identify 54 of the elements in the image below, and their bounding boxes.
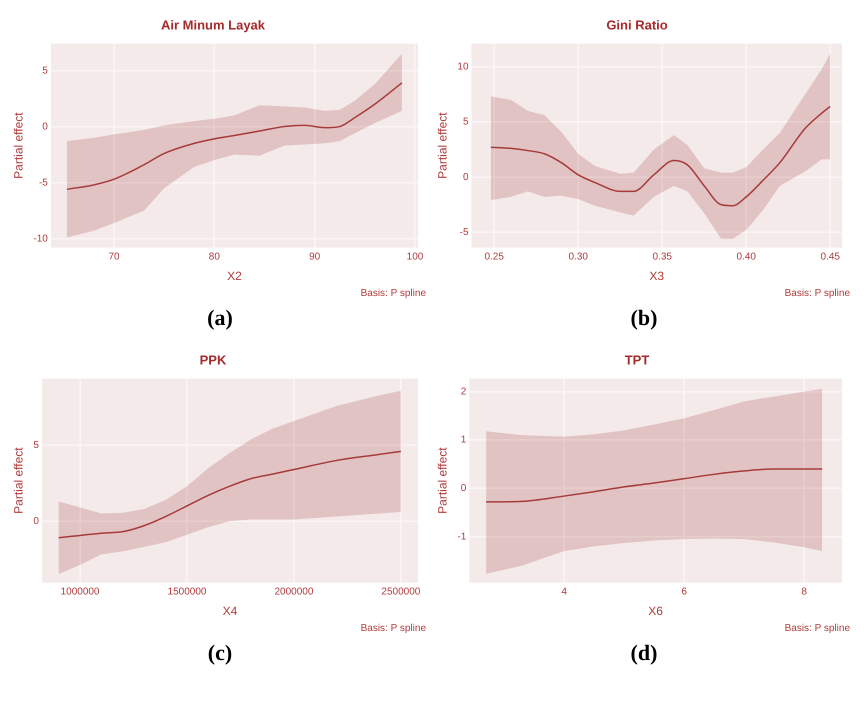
line-series — [66, 82, 403, 190]
line-series — [58, 450, 402, 538]
y-tick-label: 10 — [457, 62, 469, 73]
x-tick-label: 80 — [208, 251, 220, 262]
y-tick-label: 0 — [33, 516, 40, 527]
x-axis-title: X3 — [649, 269, 664, 284]
x-tick-label: 1500000 — [168, 586, 207, 598]
x-tick-label: 0.45 — [820, 251, 840, 262]
y-tick-label: -5 — [460, 226, 469, 238]
y-tick-label: 0 — [462, 172, 469, 183]
x-tick-label: 70 — [108, 251, 120, 262]
x-tick-label: 2000000 — [274, 586, 314, 598]
y-tick-label: 1 — [460, 434, 467, 446]
y-axis-title: Partial effect — [436, 446, 450, 514]
y-tick-label: 5 — [462, 116, 469, 128]
y-tick-label: -5 — [38, 177, 48, 188]
text: (a) — [206, 305, 234, 331]
x-tick-label: 6 — [681, 586, 688, 598]
y-tick-label: -10 — [33, 233, 48, 244]
x-tick-label: 1000000 — [60, 586, 100, 598]
x-tick-label: 0.35 — [652, 251, 672, 262]
y-tick-label: 2 — [460, 386, 467, 398]
text: Basis: P spline — [360, 623, 427, 634]
x-tick-label: 100 — [406, 251, 424, 262]
text: (c) — [206, 640, 234, 666]
text: Basis: P spline — [784, 288, 851, 299]
chart-title: Air Minum Layak — [160, 17, 266, 32]
x-axis-title: X6 — [648, 604, 664, 618]
y-axis-title: Partial effect — [12, 112, 26, 179]
y-tick-label: 5 — [33, 440, 40, 452]
x-tick-label: 0.40 — [736, 251, 756, 262]
x-tick-label: 90 — [309, 251, 321, 262]
y-axis-title: Partial effect — [12, 446, 26, 514]
text: Basis: P spline — [784, 623, 851, 634]
chart-title: TPT — [624, 352, 650, 368]
text: (b) — [630, 305, 658, 331]
y-tick-label: 5 — [42, 65, 48, 76]
text: Basis: P spline — [360, 288, 427, 299]
x-tick-label: 0.30 — [568, 251, 588, 262]
x-tick-label: 4 — [561, 586, 568, 598]
x-axis-title: X2 — [227, 269, 242, 284]
x-tick-label: 0.25 — [484, 251, 504, 262]
line-series — [490, 106, 831, 206]
y-tick-label: 0 — [460, 483, 467, 494]
chart-title: Gini Ratio — [606, 17, 668, 32]
line-series — [485, 468, 823, 503]
y-axis-title: Partial effect — [436, 112, 450, 179]
chart-title: PPK — [200, 352, 227, 368]
y-tick-label: 0 — [42, 121, 48, 132]
x-tick-label: 8 — [801, 586, 808, 598]
y-tick-label: -1 — [457, 531, 467, 542]
text: (d) — [630, 640, 658, 666]
x-tick-label: 2500000 — [381, 586, 421, 598]
x-axis-title: X4 — [222, 604, 238, 618]
